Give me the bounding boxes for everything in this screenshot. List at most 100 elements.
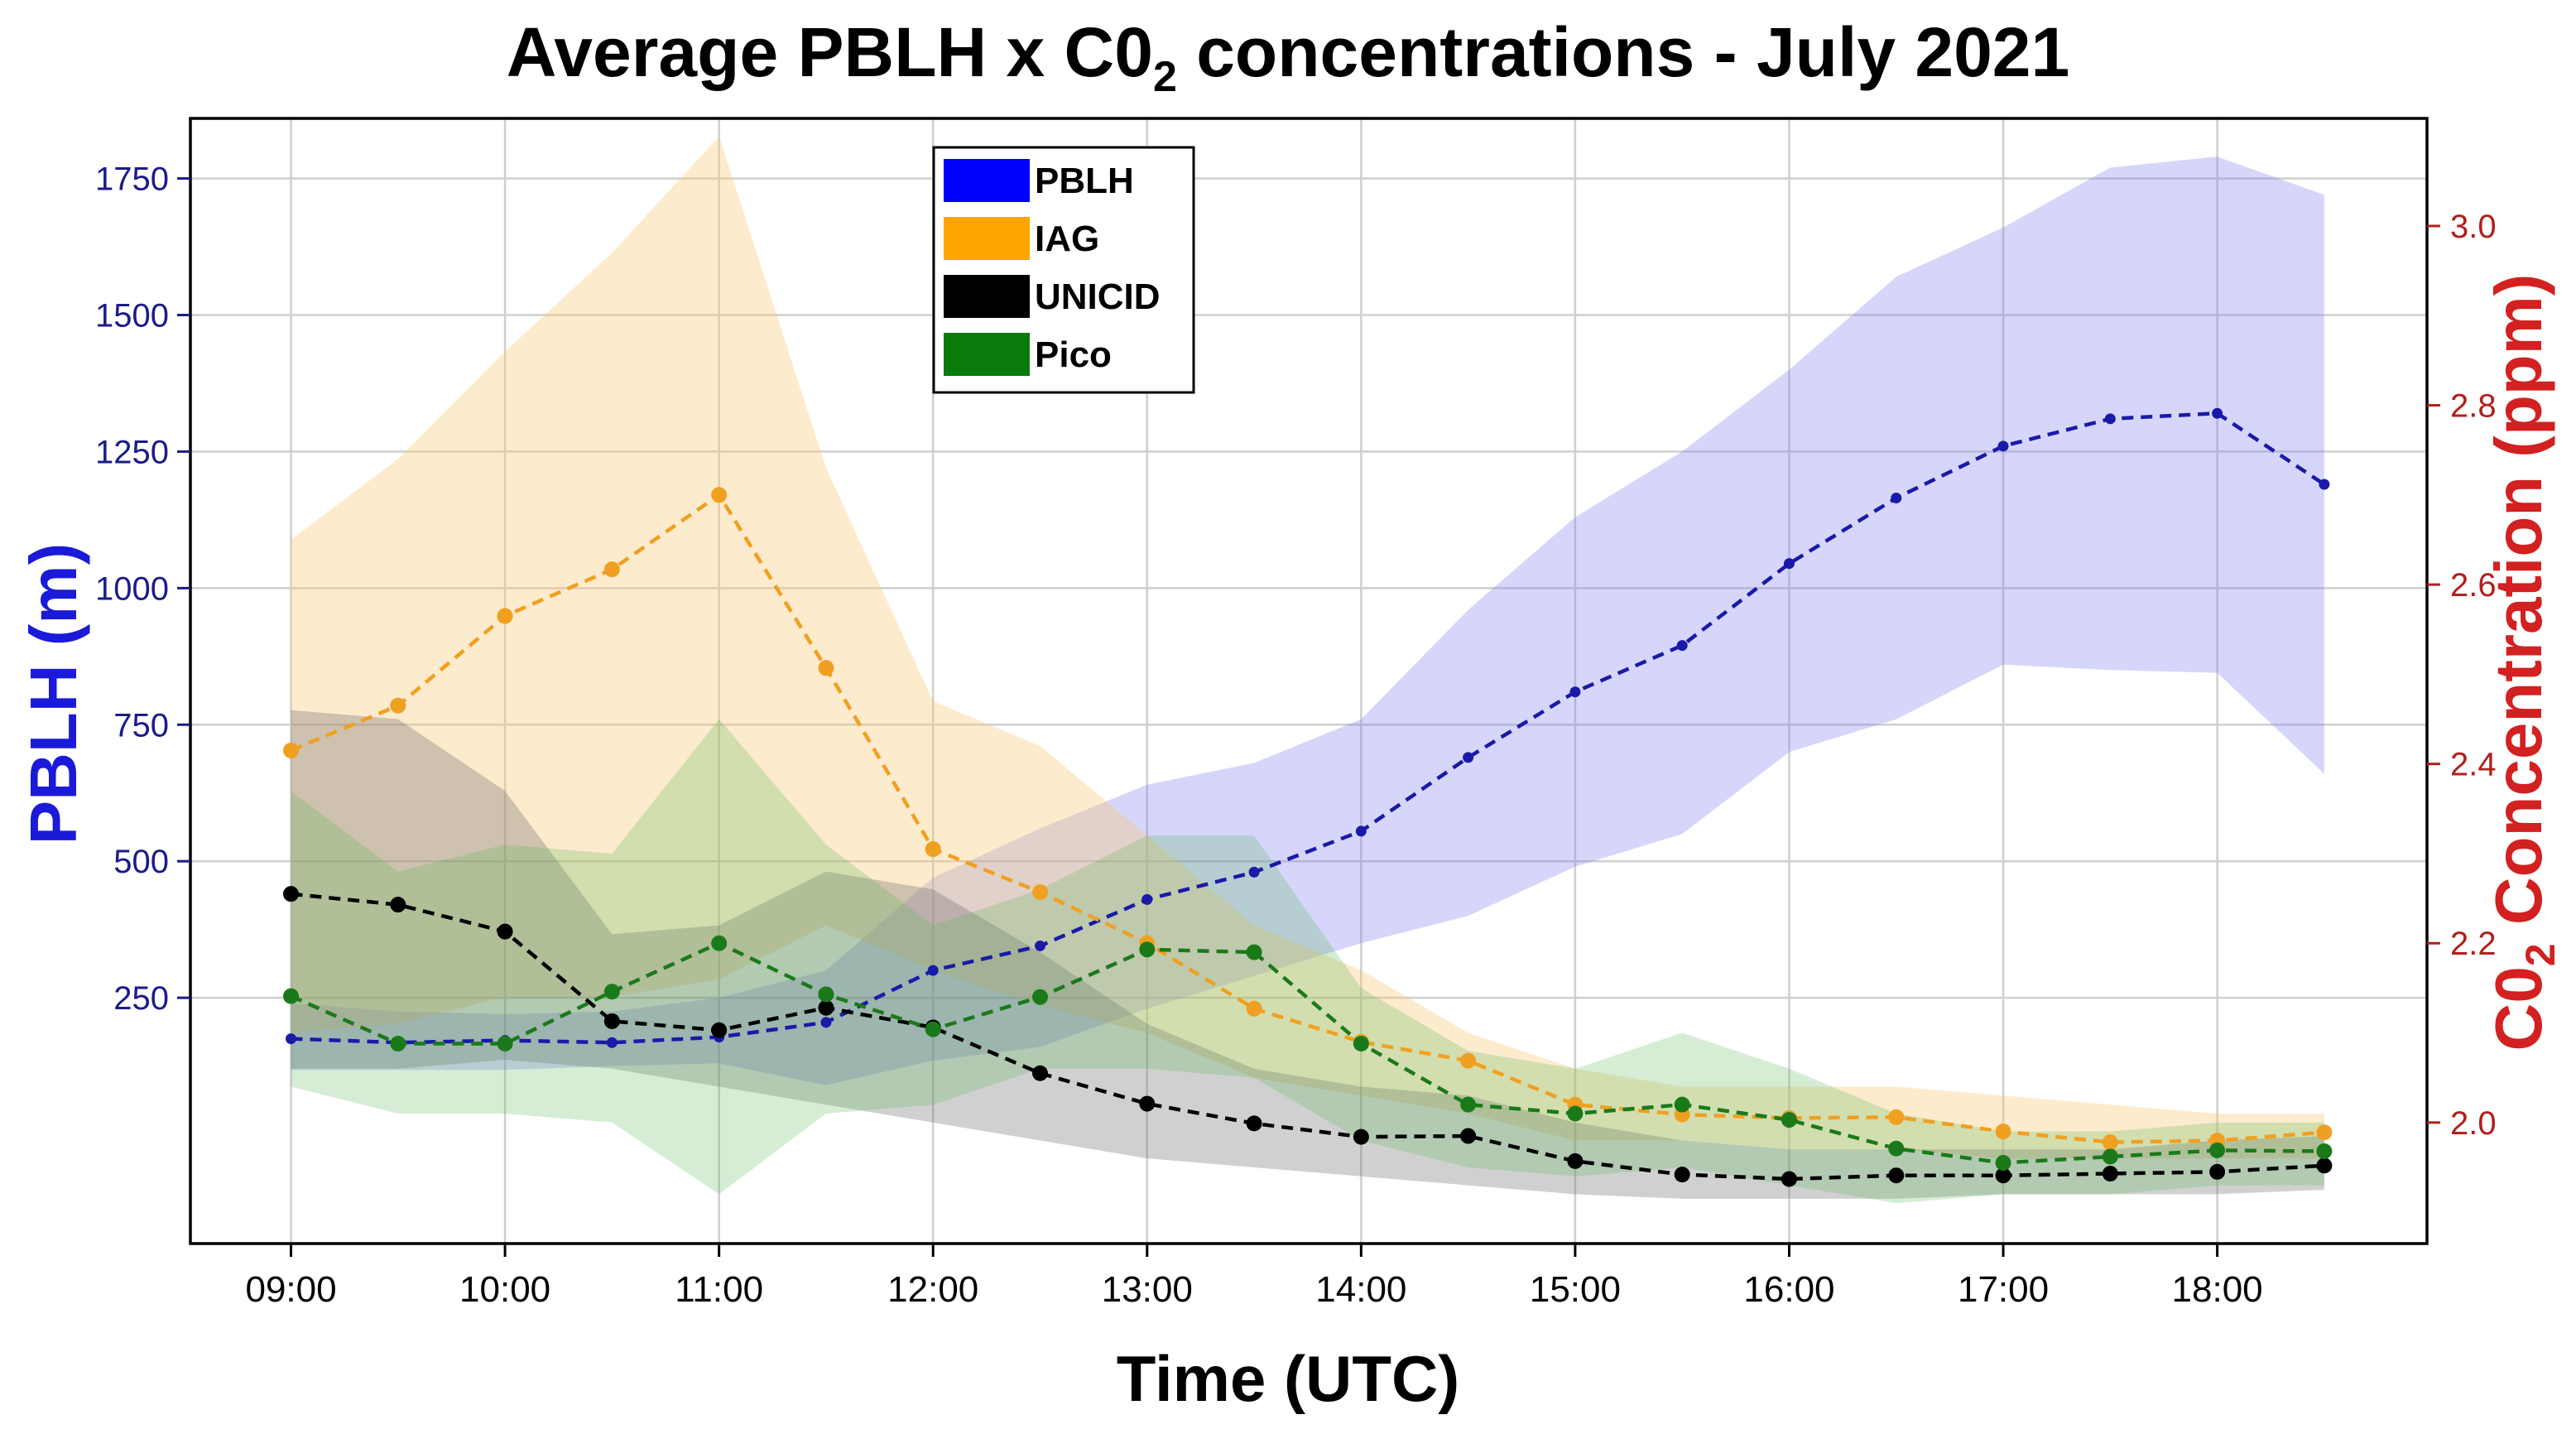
point-unicid [818,999,834,1016]
point-iag [603,561,620,578]
point-unicid [1995,1167,2011,1184]
point-unicid [603,1013,620,1029]
line-pblh [291,411,2326,1045]
point-pico [390,1036,406,1052]
point-pblh [1141,893,1153,905]
x-tick-label: 14:00 [1315,1269,1406,1310]
point-pblh [2319,479,2330,490]
point-unicid [2209,1163,2226,1180]
point-pico [1246,944,1262,960]
point-pblh [1569,686,1581,698]
point-pblh [2212,407,2223,419]
line-pico [290,941,2324,1165]
point-unicid [1888,1167,1905,1184]
y-left-tick-label: 1750 [95,161,169,198]
x-tick-label: 11:00 [675,1269,763,1310]
y-axis-right-label: C02 Concentration (ppm) [2482,274,2564,1051]
point-unicid [1032,1065,1049,1081]
point-pico [818,986,834,1003]
y-right-tick-label: 3.0 [2450,209,2497,245]
point-iag [925,841,941,858]
line-iag [290,492,2325,1144]
point-pico [2102,1148,2118,1165]
point-pico [1567,1105,1584,1122]
point-iag [818,660,834,676]
y-axis-right-label-rest: Concentration (ppm) [2482,274,2555,944]
point-pico [497,1036,513,1052]
x-tick-label: 17:00 [1958,1269,2049,1310]
y-axis-right-label-main: C0 [2482,966,2555,1051]
y-left-tick-label: 750 [113,707,169,743]
point-iag [711,487,728,503]
point-pblh [1355,825,1367,837]
x-tick-label: 10:00 [459,1269,550,1310]
point-pico [1460,1096,1477,1113]
x-axis-label: Time (UTC) [1117,1342,1460,1415]
point-pico [925,1021,941,1037]
point-iag [1460,1052,1477,1069]
point-pblh [286,1033,297,1045]
band-pblh [291,156,2324,1085]
point-pico [603,984,620,1000]
y-axis-right-label-subscript: 2 [2517,943,2564,966]
y-right-tick-label: 2.6 [2450,567,2497,604]
x-tick-label: 16:00 [1743,1269,1834,1310]
y-left-tick-label: 1250 [95,434,169,470]
point-pico [2316,1143,2333,1159]
chart-title-main: Average PBLH x C0 [507,13,1153,91]
point-pblh [1035,940,1046,951]
point-pico [283,988,300,1004]
point-pico [711,935,728,951]
y-left-tick-label: 1000 [95,570,169,607]
point-unicid [283,886,300,902]
chart-title: Average PBLH x C02 concentrations - July… [507,13,2070,101]
point-unicid [1139,1095,1156,1112]
point-pico [1995,1155,2011,1172]
point-pblh [1676,640,1688,652]
legend-swatch-iag [944,217,1030,260]
y-right-tick-label: 2.0 [2450,1105,2497,1142]
point-pico [1139,941,1156,958]
point-pblh [2104,413,2116,425]
grid-layer [190,118,2427,1244]
legend-label-pblh: PBLH [1035,161,1134,201]
y-left-tick-label: 500 [113,844,169,880]
point-pblh [1997,440,2009,452]
point-pico [1674,1096,1690,1113]
point-iag [1888,1109,1905,1125]
y-axis-left-label: PBLH (m) [17,543,90,845]
point-iag [283,742,300,758]
band-pico [291,719,2324,1204]
point-iag [390,697,406,714]
point-pblh [606,1037,618,1048]
band-layer [291,136,2324,1204]
point-pblh [820,1017,832,1028]
point-unicid [1674,1167,1690,1183]
legend-swatch-unicid [944,275,1030,318]
point-iag [2102,1134,2118,1151]
y-left-tick-label: 1500 [95,297,169,334]
legend-label-unicid: UNICID [1035,277,1161,317]
y-left-tick-label: 250 [113,980,169,1017]
legend-label-pico: Pico [1035,334,1112,375]
y-right-tick-label: 2.8 [2450,388,2497,425]
chart-title-subscript: 2 [1153,53,1177,101]
legend-items: PBLH IAG UNICID Pico [944,159,1161,376]
line-layer [283,407,2333,1187]
point-unicid [390,897,406,913]
point-pblh [1783,558,1795,570]
axes-layer: 250 500 750 1000 1250 1500 1750 2.0 2.2 2.4 2.6 2.8… [95,117,2497,1310]
point-iag [497,608,513,624]
point-unicid [2316,1157,2333,1174]
point-pblh [1463,752,1474,763]
point-pblh [1891,492,1902,503]
x-tick-label: 09:00 [245,1269,336,1310]
point-pico [1781,1112,1797,1128]
y-right-tick-label: 2.4 [2450,747,2497,783]
point-unicid [2102,1166,2118,1182]
chart-title-rest: concentrations - July 2021 [1177,13,2069,91]
x-tick-label: 15:00 [1530,1269,1621,1310]
legend-label-iag: IAG [1035,219,1099,259]
